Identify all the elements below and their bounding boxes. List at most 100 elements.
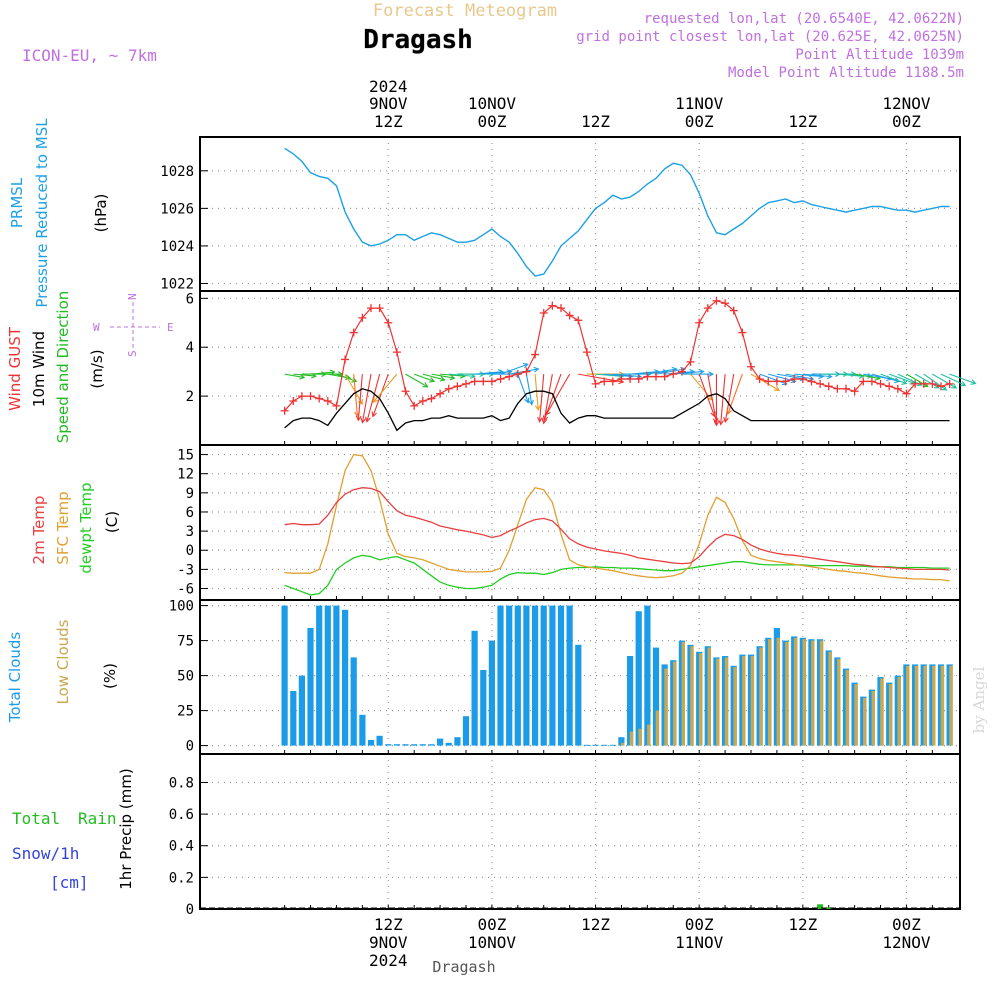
gust-marker	[289, 397, 298, 405]
wind-direction-arrow	[595, 373, 623, 378]
gust-marker	[392, 348, 401, 357]
total-clouds-bar	[411, 744, 418, 746]
wind-arrow-head	[916, 380, 923, 387]
wind-direction-arrow	[474, 371, 503, 375]
y-tick-label: 6	[186, 505, 194, 521]
wind-direction-arrow	[949, 373, 976, 385]
wind-direction-arrow	[405, 373, 428, 388]
wind-direction-arrow	[344, 373, 363, 405]
y-tick-label: 0	[186, 543, 194, 559]
panel-frame	[199, 444, 961, 601]
total-clouds-bar	[618, 737, 625, 746]
gust-marker	[772, 377, 781, 386]
wind-direction-arrow	[871, 373, 900, 382]
gust-marker	[513, 370, 522, 379]
wind-arrow-head	[826, 373, 833, 380]
wind-arrow-head	[449, 374, 456, 381]
low-clouds-bar	[785, 642, 789, 746]
low-clouds-bar	[621, 742, 625, 746]
gust-marker	[634, 375, 643, 383]
low-clouds-bar	[742, 656, 746, 746]
grid-coords: grid point closest lon,lat (20.625E, 42.…	[576, 29, 964, 45]
dewpt-label: dewpt Temp	[77, 482, 95, 573]
gust-marker	[850, 387, 859, 396]
gust-marker	[747, 362, 755, 371]
gust-marker	[617, 375, 626, 383]
gust-marker	[721, 299, 730, 308]
sfc-temp-label: SFC Temp	[54, 491, 72, 564]
wind-direction-arrow	[361, 374, 372, 423]
wind-direction-arrow	[630, 371, 659, 375]
bottom-hour-label: 00Z	[477, 915, 506, 934]
total-clouds-bar	[488, 640, 495, 746]
low-clouds-bar	[673, 661, 677, 746]
wind-arrow-head	[636, 373, 643, 380]
low-clouds-bar	[664, 668, 668, 746]
total-clouds-bar	[497, 605, 504, 746]
y-tick-label: 1028	[160, 164, 194, 180]
wind-arrow-head	[537, 416, 543, 423]
precip-unit: 1hr Precip (mm)	[117, 768, 135, 889]
wind-arrow-head	[713, 420, 720, 427]
total-clouds-bar	[428, 744, 435, 746]
gust-marker	[764, 377, 773, 386]
wind-arrow-head	[355, 415, 362, 422]
gust-marker	[548, 301, 557, 310]
clouds-unit: (%)	[101, 663, 119, 689]
wind-direction-arrow	[353, 374, 358, 417]
wind-arrow-head	[429, 377, 436, 383]
gust-marker	[893, 384, 902, 393]
gust-marker	[582, 348, 591, 357]
total-clouds-bar	[462, 716, 470, 746]
gust-marker	[660, 372, 669, 381]
wind-direction-arrow	[720, 374, 726, 425]
rain-bar	[825, 907, 832, 909]
wind-direction-arrow	[525, 374, 533, 405]
gust-marker	[349, 328, 358, 337]
top-hour-label: 00Z	[685, 112, 714, 131]
total-clouds-bar	[592, 744, 599, 746]
wind10m-label: 10m Wind	[30, 331, 48, 407]
snow-unit: [cm]	[50, 873, 89, 892]
compass-east: E	[167, 321, 174, 334]
y-tick-label: -6	[177, 582, 194, 598]
y-tick-label: 3	[186, 524, 194, 540]
compass-north: N	[126, 293, 139, 300]
wind-direction-arrow	[707, 374, 717, 423]
gust-marker	[807, 377, 816, 386]
gust-marker	[375, 304, 384, 313]
low-clouds-bar	[629, 731, 634, 746]
wind-direction-arrow	[837, 373, 864, 377]
wind-arrow-head	[365, 416, 371, 423]
wind-direction-arrow	[940, 373, 966, 386]
total-clouds-bar	[566, 605, 573, 746]
dewpt-line	[284, 554, 950, 596]
wind-direction-arrow	[310, 371, 335, 375]
total-clouds-bar	[454, 737, 461, 746]
gust-marker	[367, 304, 375, 313]
wind-arrow-head	[951, 383, 958, 389]
wind-direction-arrow	[698, 373, 716, 417]
total-clouds-bar	[506, 605, 513, 746]
wind-arrow-head	[497, 369, 504, 375]
low-clouds-bar	[906, 665, 910, 746]
top-hour-label: 12Z	[581, 112, 610, 131]
low-clouds-bar	[897, 677, 901, 746]
bottom-year-label: 2024	[369, 951, 408, 970]
total-clouds-bar	[583, 744, 590, 746]
wind-arrow-head	[534, 405, 541, 412]
gust-marker	[669, 370, 678, 379]
wind-direction-arrow	[655, 368, 686, 375]
top-date-label: 11NOV	[675, 94, 724, 113]
temp2m-line	[284, 487, 950, 571]
total-clouds-bar	[298, 675, 305, 746]
total-clouds-bar	[652, 647, 660, 746]
wind-direction-arrow	[543, 374, 553, 424]
gust-marker	[297, 392, 306, 401]
gust-marker	[643, 372, 652, 381]
panel-1: 1022 1024 1026 1028	[160, 136, 961, 292]
pressure-line	[284, 147, 950, 277]
gust-marker	[410, 401, 419, 410]
total-clouds-bar	[359, 714, 366, 746]
wind-direction-arrow	[293, 373, 316, 377]
